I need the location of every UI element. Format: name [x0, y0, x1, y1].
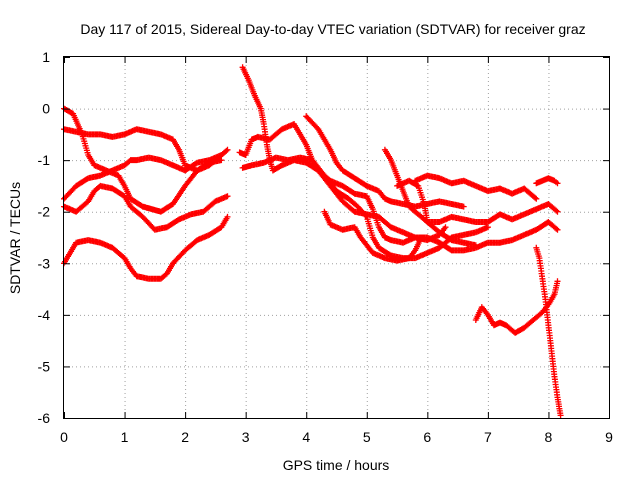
plus-markers — [412, 172, 540, 202]
plus-markers — [321, 208, 425, 264]
plus-markers — [61, 213, 231, 282]
series-track-9 — [303, 113, 467, 210]
plus-markers — [533, 175, 561, 187]
x-tick-labels: 0 1 2 3 4 5 6 7 8 9 — [60, 429, 613, 445]
plus-markers — [303, 113, 467, 210]
y-tick-label: -6 — [38, 410, 51, 426]
x-tick-label: 4 — [302, 429, 310, 445]
chart-title: Day 117 of 2015, Sidereal Day-to-day VTE… — [80, 21, 585, 37]
series-track-13 — [412, 172, 540, 202]
x-tick-label: 8 — [545, 429, 553, 445]
grid-lines — [64, 57, 609, 418]
plus-markers — [472, 278, 561, 336]
series-track-14 — [533, 175, 561, 187]
x-tick-label: 7 — [484, 429, 492, 445]
plus-markers — [394, 177, 561, 225]
x-tick-label: 9 — [605, 429, 613, 445]
y-tick-label: -3 — [38, 255, 51, 271]
series-track-15 — [472, 278, 561, 336]
series-track-3 — [61, 152, 225, 202]
axis-ticks — [64, 57, 610, 419]
x-tick-label: 0 — [60, 429, 68, 445]
y-tick-label: -5 — [38, 358, 51, 374]
plus-markers — [61, 152, 225, 202]
x-tick-label: 3 — [242, 429, 250, 445]
y-tick-label: -1 — [38, 152, 51, 168]
x-tick-label: 1 — [121, 429, 129, 445]
series-track-16 — [533, 244, 564, 419]
y-tick-label: -4 — [38, 307, 51, 323]
x-tick-label: 2 — [181, 429, 189, 445]
series-track-5 — [61, 213, 231, 282]
x-tick-label: 5 — [363, 429, 371, 445]
y-axis-label: SDTVAR / TECUs — [7, 182, 23, 294]
series-track-12 — [394, 177, 561, 225]
y-tick-label: 1 — [42, 49, 50, 65]
data-marks — [61, 64, 564, 419]
x-tick-label: 6 — [423, 429, 431, 445]
plot-frame — [63, 56, 610, 419]
series-track-10 — [321, 208, 425, 264]
y-tick-labels: 1 0 -1 -2 -3 -4 -5 -6 — [38, 49, 51, 426]
plus-markers — [533, 244, 564, 419]
y-tick-label: 0 — [42, 101, 50, 117]
x-axis-label: GPS time / hours — [283, 457, 390, 473]
y-tick-label: -2 — [38, 204, 51, 220]
